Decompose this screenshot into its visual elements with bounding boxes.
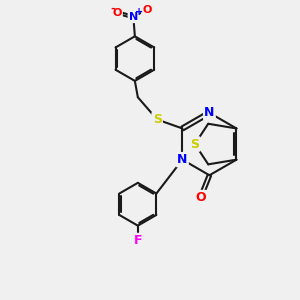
Text: F: F <box>134 234 142 247</box>
Text: S: S <box>190 138 200 151</box>
Text: N: N <box>177 153 188 166</box>
Text: O: O <box>112 8 122 17</box>
Text: N: N <box>129 12 138 22</box>
Text: S: S <box>153 113 162 126</box>
Text: N: N <box>204 106 214 119</box>
Text: O: O <box>195 191 206 204</box>
Text: +: + <box>135 7 143 16</box>
Text: O: O <box>142 4 152 15</box>
Text: -: - <box>110 4 115 14</box>
